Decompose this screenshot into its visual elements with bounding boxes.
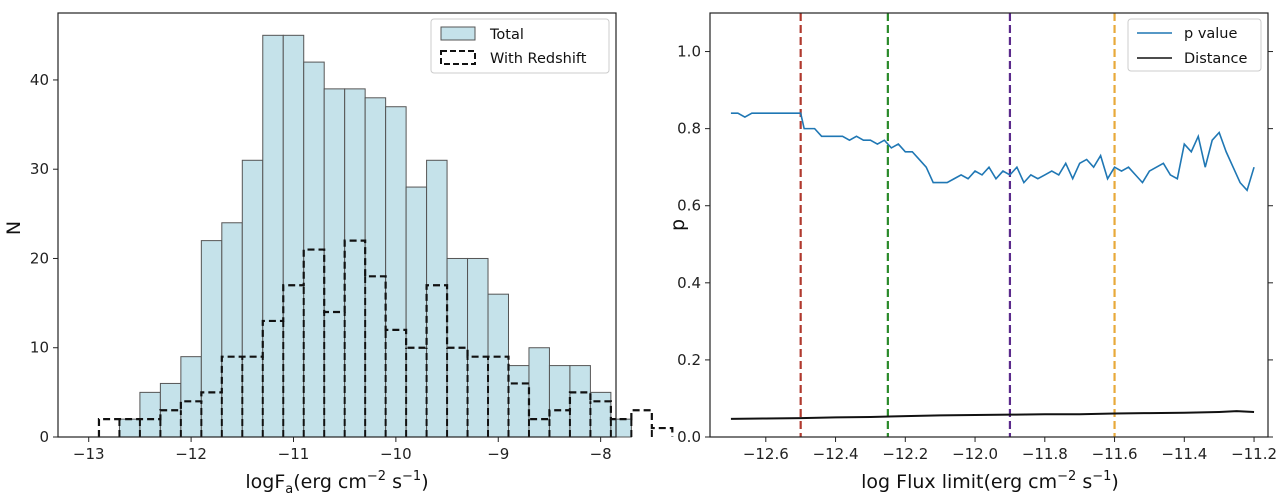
histogram-bar-total	[344, 88, 366, 438]
histogram-bar-total	[323, 88, 346, 438]
x-tick-label: −10	[380, 445, 412, 463]
x-tick-label: −9	[487, 445, 509, 463]
histogram-bar-total	[548, 365, 571, 438]
redshift-step-outline	[97, 239, 674, 437]
y-tick-label: 20	[30, 249, 49, 267]
histogram-axes-frame	[57, 12, 617, 438]
x-tick-label: −11.8	[1022, 445, 1068, 463]
histogram-bar-total	[180, 356, 202, 438]
histogram-panel: −13 −12 −11 −10 −9 −8 0 10 20 30 40 N logFa(erg c…	[3, 12, 674, 497]
histogram-bar-total	[282, 34, 305, 438]
histogram-legend: Total With Redshift	[430, 18, 610, 74]
pvalue-x-ticks: −12.6 −12.4 −12.2 −12.0 −11.8 −11.6 −11.4 −11.2	[743, 437, 1277, 463]
x-tick-label: −8	[590, 445, 612, 463]
histogram-bar-total	[262, 34, 284, 438]
x-tick-label: −11.2	[1231, 445, 1277, 463]
histogram-y-ticks: 0 10 20 30 40	[30, 71, 58, 446]
histogram-bar-total	[467, 257, 489, 438]
pvalue-x-label: log Flux limit(erg cm−2 s−1)	[861, 469, 1119, 493]
y-tick-label: 40	[30, 71, 49, 89]
y-tick-label: 0.8	[677, 120, 701, 138]
x-tick-label: −12.6	[743, 445, 789, 463]
y-tick-label: 0.4	[677, 274, 701, 292]
histogram-bar-total	[528, 347, 550, 438]
histogram-bar-total	[569, 365, 591, 438]
histogram-bar-total	[200, 240, 223, 438]
histogram-x-ticks: −13 −12 −11 −10 −9 −8	[73, 437, 612, 463]
series-line-distance	[730, 410, 1255, 420]
pvalue-axes-frame	[709, 12, 1269, 438]
histogram-bar-total	[589, 391, 612, 438]
x-tick-label: −13	[73, 445, 105, 463]
histogram-redshift-step	[97, 239, 674, 437]
legend-swatch-redshift	[440, 50, 476, 65]
histogram-bar-total	[610, 418, 632, 438]
x-tick-label: −11.4	[1161, 445, 1207, 463]
x-tick-label: −11.6	[1092, 445, 1138, 463]
histogram-bars	[118, 34, 632, 438]
pvalue-y-ticks: 0.0 0.2 0.4 0.6 0.8 1.0	[677, 43, 1273, 446]
y-tick-label: 0.2	[677, 351, 701, 369]
legend-swatch-total	[440, 26, 476, 41]
x-tick-label: −12	[175, 445, 207, 463]
series-line-p-value	[730, 112, 1255, 192]
y-tick-label: 30	[30, 160, 49, 178]
histogram-bar-total	[507, 365, 530, 438]
histogram-bar-total	[118, 418, 141, 438]
y-tick-label: 0.6	[677, 197, 701, 215]
y-tick-label: 0.0	[677, 428, 701, 446]
x-tick-label: −12.2	[882, 445, 928, 463]
legend-label-distance: Distance	[1184, 51, 1247, 67]
y-tick-label: 0	[39, 428, 49, 446]
legend-label-redshift: With Redshift	[490, 51, 587, 67]
histogram-bar-total	[487, 293, 509, 438]
x-tick-label: −11	[278, 445, 310, 463]
x-tick-label: −12.0	[952, 445, 998, 463]
pvalue-legend: p value Distance	[1127, 18, 1262, 72]
histogram-bar-total	[385, 106, 407, 438]
histogram-bar-total	[364, 97, 387, 438]
pvalue-series-lines	[730, 112, 1255, 420]
legend-label-total: Total	[489, 27, 524, 43]
flux-limit-markers	[799, 13, 1116, 437]
histogram-bar-total	[139, 391, 161, 438]
histogram-bar-total	[221, 222, 243, 438]
histogram-y-label: N	[3, 221, 25, 235]
x-tick-label: −12.4	[813, 445, 859, 463]
legend-label-pvalue: p value	[1184, 26, 1237, 42]
histogram-bar-total	[405, 186, 428, 438]
histogram-bar-total	[241, 159, 264, 438]
pvalue-y-label: p	[667, 219, 689, 231]
y-tick-label: 10	[30, 339, 49, 357]
histogram-x-label: logFa(erg cm−2 s−1)	[245, 469, 428, 497]
histogram-bar-total	[426, 159, 448, 438]
y-tick-label: 1.0	[677, 43, 701, 61]
pvalue-panel: −12.6 −12.4 −12.2 −12.0 −11.8 −11.6 −11.4 −11.2…	[667, 12, 1277, 493]
